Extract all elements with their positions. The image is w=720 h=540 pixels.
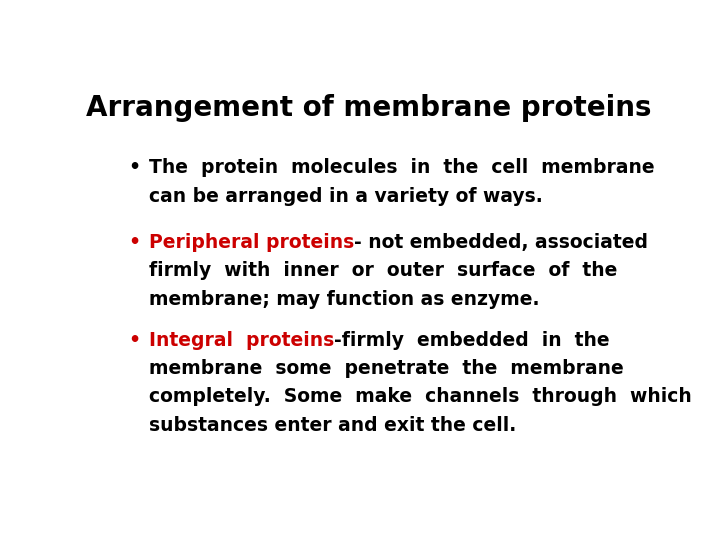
Text: substances enter and exit the cell.: substances enter and exit the cell. bbox=[148, 416, 516, 435]
Text: -firmly  embedded  in  the: -firmly embedded in the bbox=[334, 331, 609, 350]
Text: Peripheral proteins: Peripheral proteins bbox=[148, 233, 354, 252]
Text: completely.  Some  make  channels  through  which: completely. Some make channels through w… bbox=[148, 388, 691, 407]
Text: •: • bbox=[128, 158, 140, 177]
Text: membrane; may function as enzyme.: membrane; may function as enzyme. bbox=[148, 290, 539, 309]
Text: Integral  proteins: Integral proteins bbox=[148, 331, 334, 350]
Text: Arrangement of membrane proteins: Arrangement of membrane proteins bbox=[86, 94, 652, 122]
Text: - not embedded, associated: - not embedded, associated bbox=[354, 233, 648, 252]
Text: •: • bbox=[128, 331, 140, 350]
Text: firmly  with  inner  or  outer  surface  of  the: firmly with inner or outer surface of th… bbox=[148, 261, 617, 280]
Text: •: • bbox=[128, 233, 140, 252]
Text: membrane  some  penetrate  the  membrane: membrane some penetrate the membrane bbox=[148, 359, 624, 378]
Text: can be arranged in a variety of ways.: can be arranged in a variety of ways. bbox=[148, 187, 542, 206]
Text: The  protein  molecules  in  the  cell  membrane: The protein molecules in the cell membra… bbox=[148, 158, 654, 177]
